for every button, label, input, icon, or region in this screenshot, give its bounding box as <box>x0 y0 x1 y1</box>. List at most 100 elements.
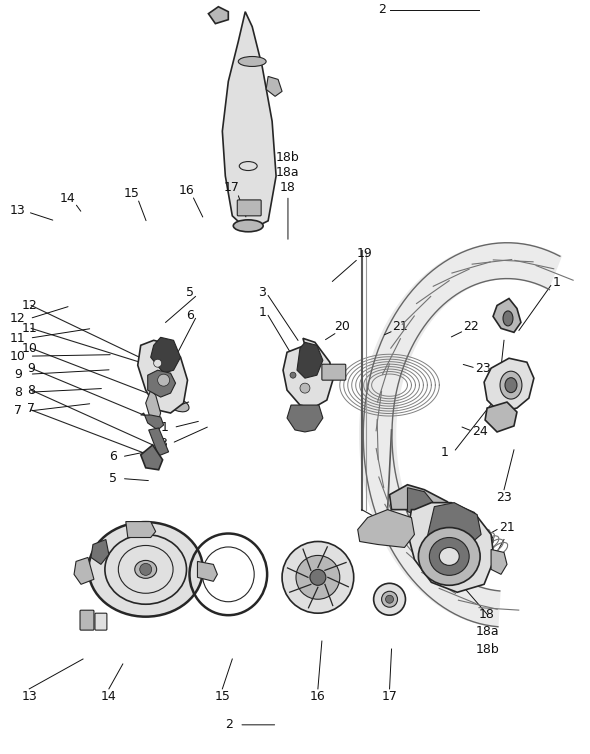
Text: 8: 8 <box>14 386 22 399</box>
Text: 22: 22 <box>479 558 495 571</box>
Text: 24: 24 <box>489 384 505 397</box>
Polygon shape <box>150 337 181 373</box>
FancyBboxPatch shape <box>95 613 107 630</box>
Polygon shape <box>360 243 561 627</box>
Ellipse shape <box>238 57 266 66</box>
Circle shape <box>386 595 394 603</box>
FancyBboxPatch shape <box>322 364 346 380</box>
Ellipse shape <box>233 220 263 231</box>
Text: 10: 10 <box>10 350 26 363</box>
Polygon shape <box>491 550 507 575</box>
Circle shape <box>158 374 169 386</box>
Polygon shape <box>146 390 160 423</box>
Polygon shape <box>222 12 276 231</box>
Polygon shape <box>141 445 163 470</box>
Text: 18a: 18a <box>476 624 499 638</box>
Circle shape <box>300 383 310 393</box>
Text: 18a: 18a <box>276 167 300 179</box>
Text: 18b: 18b <box>475 642 499 655</box>
Polygon shape <box>408 503 494 593</box>
Ellipse shape <box>505 378 517 393</box>
Text: 21: 21 <box>499 521 515 534</box>
Circle shape <box>296 556 340 599</box>
Circle shape <box>153 359 162 367</box>
Text: 5: 5 <box>186 286 195 299</box>
Text: 24: 24 <box>472 425 488 438</box>
Text: 20: 20 <box>334 320 350 333</box>
Text: 12: 12 <box>21 299 37 312</box>
Text: 11: 11 <box>10 332 26 345</box>
Polygon shape <box>74 557 94 584</box>
Text: 20: 20 <box>427 503 442 516</box>
Text: 5: 5 <box>109 472 117 485</box>
Circle shape <box>282 541 354 613</box>
Circle shape <box>382 591 398 607</box>
Ellipse shape <box>500 371 522 399</box>
Text: 22: 22 <box>463 320 479 333</box>
Text: 2: 2 <box>378 3 385 16</box>
Text: 9: 9 <box>27 362 35 375</box>
Text: 7: 7 <box>14 404 22 418</box>
Text: 15: 15 <box>214 691 230 703</box>
Text: 14: 14 <box>101 691 117 703</box>
Polygon shape <box>427 503 481 550</box>
FancyBboxPatch shape <box>237 200 261 216</box>
Text: 16: 16 <box>179 185 194 198</box>
Polygon shape <box>141 413 163 430</box>
Text: 1: 1 <box>160 421 169 434</box>
Text: 13: 13 <box>21 691 37 703</box>
Polygon shape <box>493 299 521 333</box>
Text: 3: 3 <box>159 437 167 449</box>
Text: 19: 19 <box>356 247 372 260</box>
Text: 21: 21 <box>392 320 408 333</box>
Polygon shape <box>198 562 217 581</box>
Polygon shape <box>287 405 323 432</box>
Polygon shape <box>126 522 156 538</box>
Text: 1: 1 <box>258 306 266 319</box>
Text: 10: 10 <box>21 342 37 355</box>
Polygon shape <box>266 76 282 97</box>
Ellipse shape <box>503 311 513 326</box>
Text: 1: 1 <box>441 446 448 458</box>
Text: 18b: 18b <box>276 152 300 164</box>
Ellipse shape <box>168 398 189 412</box>
Polygon shape <box>484 358 534 412</box>
Polygon shape <box>149 428 169 456</box>
Text: 8: 8 <box>27 384 35 397</box>
Polygon shape <box>91 540 109 565</box>
Text: 11: 11 <box>21 322 37 335</box>
Text: 1: 1 <box>553 276 560 289</box>
Text: 3: 3 <box>258 286 266 299</box>
Polygon shape <box>485 402 517 432</box>
Polygon shape <box>358 510 414 547</box>
Circle shape <box>290 372 296 379</box>
Ellipse shape <box>430 538 469 575</box>
Polygon shape <box>389 485 461 529</box>
Text: 23: 23 <box>475 362 491 375</box>
Polygon shape <box>283 339 333 408</box>
Polygon shape <box>148 370 176 397</box>
Text: 17: 17 <box>382 691 398 703</box>
Text: 6: 6 <box>109 450 117 463</box>
Text: 6: 6 <box>186 309 195 322</box>
Polygon shape <box>208 7 228 23</box>
Text: 2: 2 <box>225 719 233 731</box>
Ellipse shape <box>88 522 203 617</box>
Text: 23: 23 <box>496 491 512 504</box>
Text: 9: 9 <box>14 368 22 381</box>
Text: 19: 19 <box>479 535 495 548</box>
Circle shape <box>140 563 152 575</box>
Ellipse shape <box>418 528 480 585</box>
Ellipse shape <box>119 545 173 593</box>
Text: 18: 18 <box>280 182 296 195</box>
Text: 18: 18 <box>479 608 495 621</box>
Text: 16: 16 <box>310 691 326 703</box>
Text: 12: 12 <box>10 312 26 325</box>
Text: 14: 14 <box>60 192 76 205</box>
Polygon shape <box>297 342 323 379</box>
Text: 15: 15 <box>124 187 140 200</box>
Ellipse shape <box>135 560 157 578</box>
Circle shape <box>373 584 405 615</box>
FancyBboxPatch shape <box>80 610 94 630</box>
Circle shape <box>310 569 326 585</box>
